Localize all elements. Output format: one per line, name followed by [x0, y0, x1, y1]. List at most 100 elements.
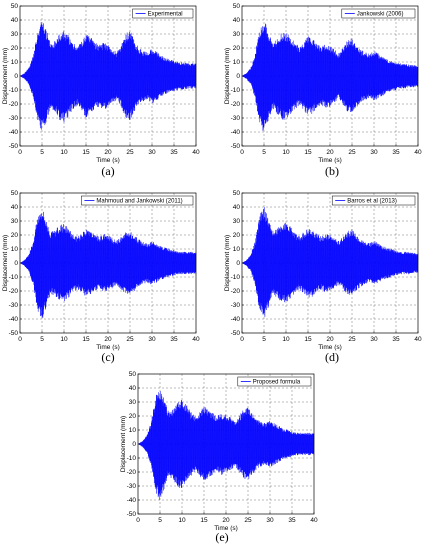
panel-e-caption: (e): [215, 530, 229, 544]
panel-c-caption: (c): [101, 350, 115, 364]
x-tick-label: 0: [18, 149, 22, 156]
panel-b-chart: 0 5 10 15 20 25 30 35 40 -50 -40 -30 -20 -10 0 10 20 30 40…: [224, 3, 422, 164]
series-line: [241, 207, 419, 317]
y-tick-label: -10: [9, 274, 19, 281]
legend-box: [237, 376, 312, 387]
legend-box: [132, 8, 194, 19]
y-axis-label: Displacement (mm): [120, 416, 127, 472]
legend-label: Mahmoud and Jankowski (2011): [96, 199, 182, 205]
y-tick-label: -50: [231, 330, 241, 337]
legend-box: [331, 195, 416, 206]
x-tick-label: 10: [282, 149, 290, 156]
x-tick-label: 5: [40, 149, 44, 156]
x-tick-label: 5: [262, 149, 266, 156]
panel-c-chart: 0 5 10 15 20 25 30 35 40 -50 -40 -30 -20 -10 0 10 20 30 40…: [2, 190, 200, 351]
x-tick-label: 15: [82, 149, 90, 156]
series-line: [241, 23, 419, 131]
x-axis-label: Time (s): [96, 157, 120, 164]
y-tick-label: 50: [129, 371, 137, 378]
x-tick-label: 35: [170, 336, 178, 343]
x-tick-label: 30: [148, 336, 156, 343]
y-tick-label: 10: [129, 427, 137, 434]
y-tick-label: -40: [9, 129, 19, 136]
y-tick-label: 40: [11, 17, 19, 24]
x-tick-label: 10: [60, 149, 68, 156]
x-tick-label: 25: [348, 149, 356, 156]
y-tick-label: 40: [129, 385, 137, 392]
x-tick-label: 35: [392, 336, 400, 343]
x-tick-label: 20: [326, 149, 334, 156]
y-tick-label: 50: [233, 3, 241, 10]
panel-b-caption: (b): [325, 164, 339, 178]
legend: Experimental: [132, 8, 194, 19]
y-tick-label: 30: [129, 399, 137, 406]
x-tick-label: 25: [348, 336, 356, 343]
x-tick-label: 20: [326, 336, 334, 343]
y-tick-label: 30: [11, 31, 19, 38]
y-tick-label: -20: [9, 101, 19, 108]
y-axis-label: Displacement (mm): [2, 48, 9, 104]
series-line: [19, 22, 197, 130]
y-tick-label: 20: [233, 232, 241, 239]
x-tick-label: 35: [170, 149, 178, 156]
legend-label: Proposed formula: [253, 380, 301, 386]
y-tick-label: -50: [231, 143, 241, 150]
y-tick-label: -50: [127, 511, 137, 518]
y-tick-label: -10: [231, 87, 241, 94]
y-tick-label: 0: [14, 260, 18, 267]
y-tick-label: 50: [11, 190, 19, 197]
x-axis-label: Time (s): [214, 525, 238, 532]
x-tick-label: 40: [192, 149, 200, 156]
y-axis-label: Displacement (mm): [2, 235, 9, 291]
y-tick-label: 10: [11, 59, 19, 66]
x-tick-label: 30: [266, 517, 274, 524]
y-tick-label: 40: [233, 17, 241, 24]
x-tick-label: 40: [192, 336, 200, 343]
y-tick-label: -20: [231, 288, 241, 295]
x-tick-label: 15: [200, 517, 208, 524]
x-tick-label: 0: [18, 336, 22, 343]
panel-d-chart: 0 5 10 15 20 25 30 35 40 -50 -40 -30 -20 -10 0 10 20 30 40…: [224, 190, 422, 351]
x-tick-label: 0: [136, 517, 140, 524]
x-tick-label: 20: [104, 149, 112, 156]
y-tick-label: 40: [11, 204, 19, 211]
y-tick-label: 20: [233, 45, 241, 52]
y-tick-label: -40: [231, 129, 241, 136]
x-axis-label: Time (s): [96, 344, 120, 351]
y-axis-label: Displacement (mm): [224, 48, 231, 104]
x-tick-label: 35: [288, 517, 296, 524]
x-tick-label: 25: [126, 149, 134, 156]
y-tick-label: 40: [233, 204, 241, 211]
y-tick-label: 0: [236, 73, 240, 80]
x-tick-label: 40: [414, 336, 422, 343]
y-tick-label: 20: [129, 413, 137, 420]
y-tick-label: -30: [231, 302, 241, 309]
y-tick-label: 0: [14, 73, 18, 80]
y-tick-label: -10: [231, 274, 241, 281]
legend-box: [341, 8, 416, 19]
x-tick-label: 10: [178, 517, 186, 524]
y-tick-label: -40: [231, 316, 241, 323]
y-tick-label: 30: [233, 31, 241, 38]
x-tick-label: 25: [126, 336, 134, 343]
x-tick-label: 30: [370, 336, 378, 343]
y-tick-label: -50: [9, 330, 19, 337]
panel-a-caption: (a): [101, 164, 115, 178]
legend: Mahmoud and Jankowski (2011): [81, 195, 194, 206]
x-tick-label: 5: [262, 336, 266, 343]
y-tick-label: 50: [233, 190, 241, 197]
x-tick-label: 20: [222, 517, 230, 524]
legend-label: Jankowski (2006): [357, 12, 404, 18]
series-line: [137, 391, 315, 500]
y-tick-label: 30: [11, 218, 19, 225]
y-tick-label: -10: [127, 455, 137, 462]
x-axis-label: Time (s): [318, 157, 342, 164]
y-tick-label: -50: [9, 143, 19, 150]
y-tick-label: -30: [127, 483, 137, 490]
y-axis-label: Displacement (mm): [224, 235, 231, 291]
x-tick-label: 30: [148, 149, 156, 156]
x-tick-label: 40: [414, 149, 422, 156]
panel-a-chart: 0 5 10 15 20 25 30 35 40 -50 -40 -30 -20 -10 0 10 20 30 40…: [2, 3, 200, 164]
x-tick-label: 0: [240, 149, 244, 156]
